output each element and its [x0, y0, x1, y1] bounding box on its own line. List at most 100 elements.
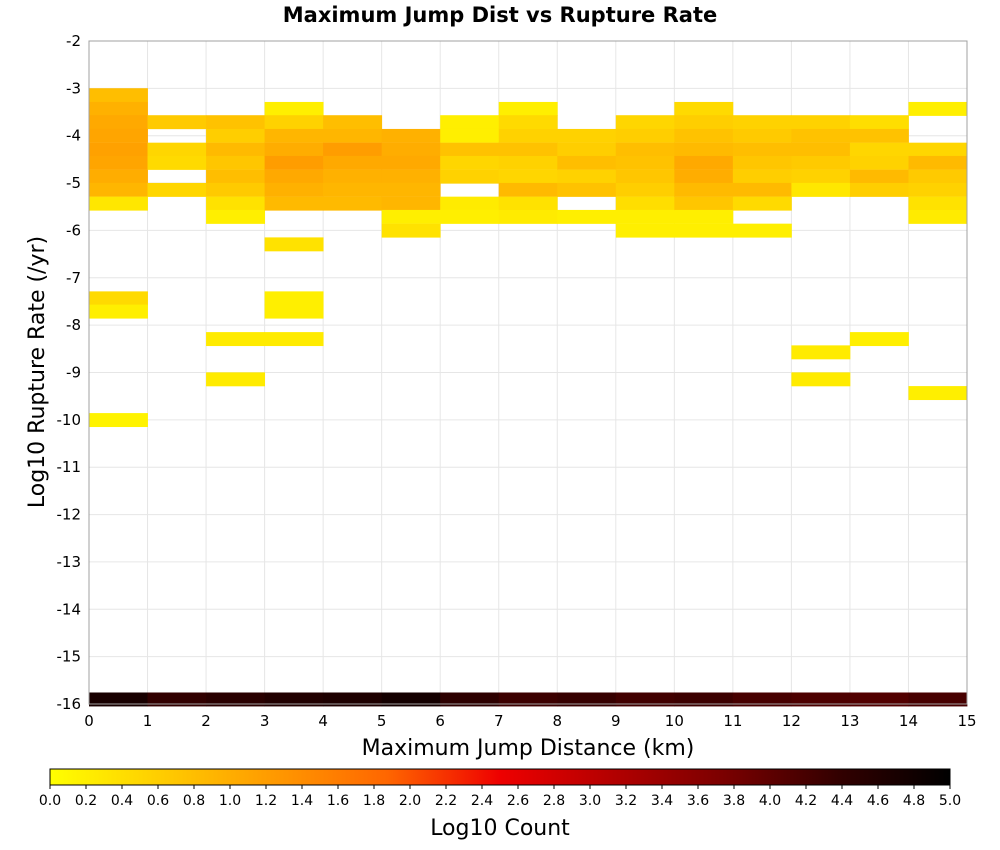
heatmap-cell [264, 169, 324, 184]
heatmap-cell [89, 692, 148, 707]
heatmap-cell [557, 142, 617, 157]
heatmap-cell [615, 196, 675, 211]
heatmap-cell [323, 115, 383, 130]
heatmap-cell [264, 182, 324, 197]
colorbar-tick-label: 4.0 [759, 793, 781, 809]
heatmap-cell [89, 115, 148, 130]
colorbar-tick-label: 4.6 [867, 793, 889, 809]
colorbar-tick-label: 0.6 [147, 793, 169, 809]
heatmap-cell [381, 223, 441, 238]
heatmap-cell [498, 182, 558, 197]
heatmap-cell [89, 196, 148, 211]
heatmap-cell [732, 155, 792, 170]
x-tick-label: 11 [723, 712, 742, 730]
heatmap-cell [206, 169, 265, 184]
heatmap-cell [206, 115, 265, 130]
y-tick-label: -15 [57, 648, 82, 666]
heatmap-cell [89, 304, 148, 319]
y-tick-label: -13 [57, 553, 82, 571]
heatmap-cell [674, 169, 734, 184]
colorbar-tick-label: 0.0 [39, 793, 61, 809]
heatmap-cell [264, 115, 324, 130]
x-tick-label: 15 [957, 712, 976, 730]
heatmap-cell [498, 115, 558, 130]
heatmap-cell [89, 182, 148, 197]
heatmap-cell [381, 128, 441, 143]
heatmap-cell [849, 169, 909, 184]
heatmap-cell [381, 209, 441, 224]
heatmap-cell [206, 182, 265, 197]
heatmap-cell [323, 128, 383, 143]
heatmap-cell [498, 155, 558, 170]
x-tick-label: 6 [435, 712, 445, 730]
heatmap-cell [323, 196, 383, 211]
heatmap-cell [791, 115, 851, 130]
heatmap-cell [908, 169, 968, 184]
heatmap-cell [732, 692, 792, 707]
heatmap-cell [615, 223, 675, 238]
heatmap-cell [440, 155, 500, 170]
heatmap-cell [381, 142, 441, 157]
heatmap-cell [206, 692, 265, 707]
heatmap-cell [674, 692, 734, 707]
heatmap-cell [498, 692, 558, 707]
colorbar-tick-label: 3.2 [615, 793, 637, 809]
heatmap-cell [264, 237, 324, 252]
x-tick-label: 4 [318, 712, 328, 730]
heatmap-cell [381, 182, 441, 197]
heatmap-cell [498, 142, 558, 157]
colorbar-label: Log10 Count [430, 816, 570, 841]
colorbar-tick-label: 5.0 [939, 793, 961, 809]
heatmap-cell [440, 209, 500, 224]
heatmap-cell [557, 155, 617, 170]
heatmap-cell [323, 155, 383, 170]
x-tick-label: 5 [377, 712, 387, 730]
heatmap-cell [498, 128, 558, 143]
heatmap-cell [89, 142, 148, 157]
heatmap-cell [674, 182, 734, 197]
heatmap-cell [206, 209, 265, 224]
y-tick-label: -7 [66, 269, 81, 287]
x-tick-label: 13 [840, 712, 859, 730]
heatmap-cell [674, 101, 734, 116]
heatmap-cell [791, 128, 851, 143]
colorbar-tick-label: 2.8 [543, 793, 565, 809]
colorbar-tick-label: 0.8 [183, 793, 205, 809]
heatmap-cell [908, 101, 968, 116]
heatmap-cell [206, 155, 265, 170]
heatmap-cell [264, 332, 324, 347]
colorbar-tick-label: 0.4 [111, 793, 133, 809]
heatmap-cell [440, 142, 500, 157]
heatmap-cell [615, 169, 675, 184]
x-axis-ticks: 0 1 2 3 4 5 6 7 8 9 10 11 12 13 14 15 [84, 712, 976, 730]
heatmap-cell [615, 115, 675, 130]
heatmap-cell [674, 223, 734, 238]
heatmap-cell [206, 372, 265, 387]
heatmap-cell [908, 196, 968, 211]
heatmap-cell [381, 692, 441, 707]
colorbar-tick-label: 1.8 [363, 793, 385, 809]
y-tick-label: -2 [66, 32, 81, 50]
y-axis-label: Log10 Rupture Rate (/yr) [25, 236, 50, 508]
heatmap-cell [791, 169, 851, 184]
heatmap-cell [908, 386, 968, 401]
colorbar-tick-label: 3.4 [651, 793, 673, 809]
heatmap-cell [557, 128, 617, 143]
x-tick-label: 9 [611, 712, 621, 730]
heatmap-cell [674, 115, 734, 130]
heatmap-cell [440, 169, 500, 184]
heatmap-cell [498, 169, 558, 184]
y-tick-label: -12 [57, 506, 82, 524]
heatmap-cell [440, 196, 500, 211]
colorbar-tick-label: 2.6 [507, 793, 529, 809]
heatmap-cell [264, 304, 324, 319]
heatmap-cell [323, 182, 383, 197]
colorbar-tick-label: 3.6 [687, 793, 709, 809]
heatmap-cell [557, 182, 617, 197]
heatmap-cell [849, 142, 909, 157]
y-tick-label: -11 [57, 458, 82, 476]
chart-title: Maximum Jump Dist vs Rupture Rate [283, 3, 717, 27]
heatmap-cell [147, 142, 207, 157]
heatmap-cell [615, 142, 675, 157]
